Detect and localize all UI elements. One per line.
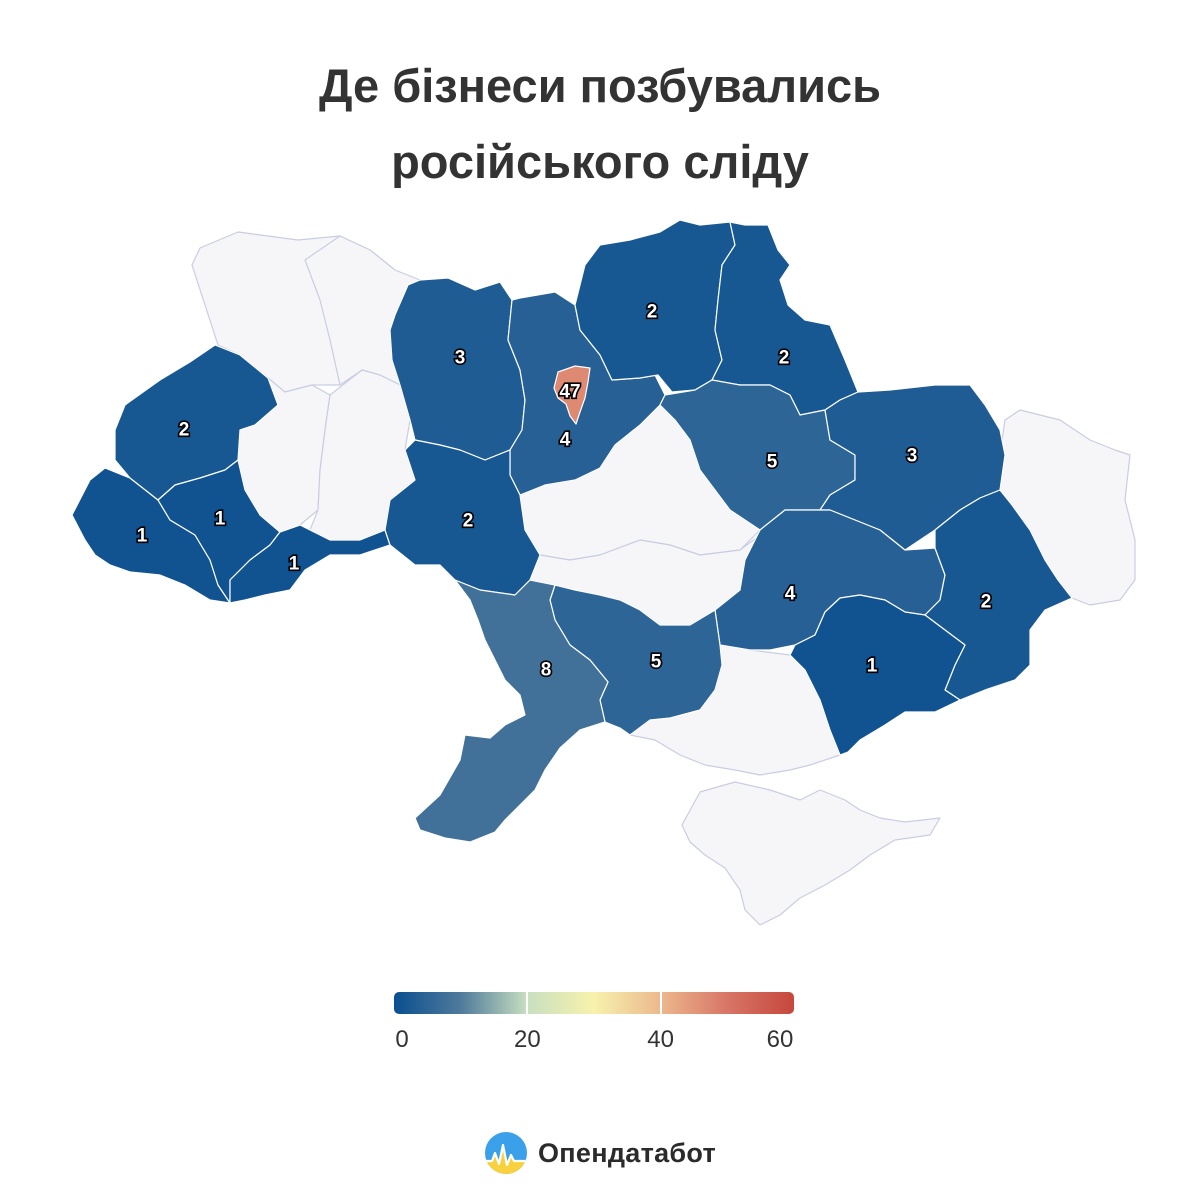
label-vinnytsia: 2 xyxy=(463,511,474,532)
region-chernivtsi xyxy=(229,524,391,604)
region-kyiv-city xyxy=(553,365,591,425)
legend-tick-label: 0 xyxy=(395,1026,409,1053)
legend-tick-label: 20 xyxy=(513,1026,541,1053)
label-kyiv-city: 47 xyxy=(559,382,580,403)
labels-layer: 3 47 4 2 2 5 3 2 1 1 1 2 4 2 1 5 8 xyxy=(135,300,993,682)
region-zhytomyr xyxy=(389,277,526,461)
label-zakarpattia: 1 xyxy=(137,526,148,547)
legend-tick-label: 40 xyxy=(647,1026,675,1053)
regions-layer xyxy=(71,219,1136,926)
legend-tick-line xyxy=(526,992,529,1014)
label-kharkiv: 3 xyxy=(907,446,918,467)
label-ivano-frankivsk: 1 xyxy=(215,509,226,530)
legend-tick-label: 60 xyxy=(766,1026,794,1053)
opendatabot-logo-icon xyxy=(485,1132,527,1174)
label-chernivtsi: 1 xyxy=(289,554,300,575)
map-title: Де бізнеси позбувались російського сліду xyxy=(0,48,1200,200)
label-poltava: 5 xyxy=(767,452,778,473)
legend-gradient-bar xyxy=(394,992,794,1014)
label-dnipropetrovsk: 4 xyxy=(785,584,796,605)
legend-tick-labels: 0 20 40 60 xyxy=(394,1026,794,1056)
label-zhytomyr: 3 xyxy=(455,348,466,369)
title-line-2: російського сліду xyxy=(391,135,809,188)
title-line-1: Де бізнеси позбувались xyxy=(318,59,882,112)
brand: Опендатабот xyxy=(484,1130,716,1176)
label-lviv: 2 xyxy=(179,420,190,441)
color-legend: 0 20 40 60 xyxy=(394,992,794,1056)
region-donetsk xyxy=(924,489,1073,701)
legend-tick-line xyxy=(659,992,662,1014)
label-chernihiv: 2 xyxy=(647,302,658,323)
label-zaporizhzhia: 1 xyxy=(867,656,878,677)
label-odesa: 8 xyxy=(541,660,552,681)
label-sumy: 2 xyxy=(779,348,790,369)
region-crimea xyxy=(681,781,941,926)
region-zaporizhzhia xyxy=(789,594,966,756)
label-mykolaiv: 5 xyxy=(651,652,662,673)
region-lviv xyxy=(114,344,279,501)
label-donetsk: 2 xyxy=(981,592,992,613)
brand-name: Опендатабот xyxy=(538,1137,717,1168)
label-kyiv-oblast: 4 xyxy=(560,430,571,451)
region-odesa xyxy=(414,579,609,843)
